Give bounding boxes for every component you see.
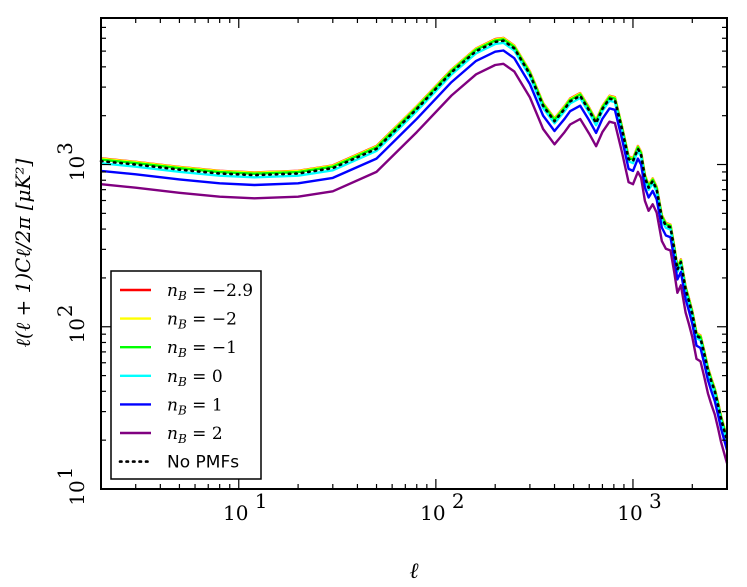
series-line-5 (100, 62, 729, 464)
series-line-4 (100, 49, 729, 451)
x-tick-exponent-0: 1 (255, 489, 268, 513)
y-tick-exponent-2: 3 (53, 142, 77, 155)
y-tick-exponent-1: 2 (53, 304, 77, 317)
legend-label-2: nB = −1 (167, 338, 237, 360)
y-tick-label-0: 10 (65, 480, 89, 505)
legend-label-5: nB = 2 (167, 424, 223, 446)
legend: nB = −2.9 nB = −2 nB = −1 nB = 0 nB = 1 nB = … (110, 270, 262, 480)
y-tick-label-1: 10 (65, 318, 89, 343)
x-tick-label-1: 10 (420, 501, 445, 525)
ticks-layer (100, 17, 728, 490)
x-tick-label-0: 10 (223, 501, 248, 525)
y-tick-exponent-0: 1 (53, 467, 77, 480)
y-tick-label-2: 10 (65, 156, 89, 181)
legend-label-3: nB = 0 (167, 367, 223, 389)
legend-label-6: No PMFs (167, 453, 239, 473)
legend-label-4: nB = 1 (167, 395, 223, 417)
series-line-6 (99, 39, 729, 442)
x-axis-title: ℓ (409, 559, 419, 584)
x-tick-label-2: 10 (617, 501, 642, 525)
x-tick-exponent-2: 3 (649, 489, 662, 513)
legend-label-0: nB = −2.9 (167, 281, 253, 303)
series-layer (99, 36, 729, 464)
plot-frame (100, 17, 728, 490)
x-tick-exponent-1: 2 (452, 489, 465, 513)
legend-label-1: nB = −2 (167, 310, 237, 332)
y-axis-title: ℓ(ℓ + 1)Cℓ/2π [μK²] (11, 158, 35, 347)
